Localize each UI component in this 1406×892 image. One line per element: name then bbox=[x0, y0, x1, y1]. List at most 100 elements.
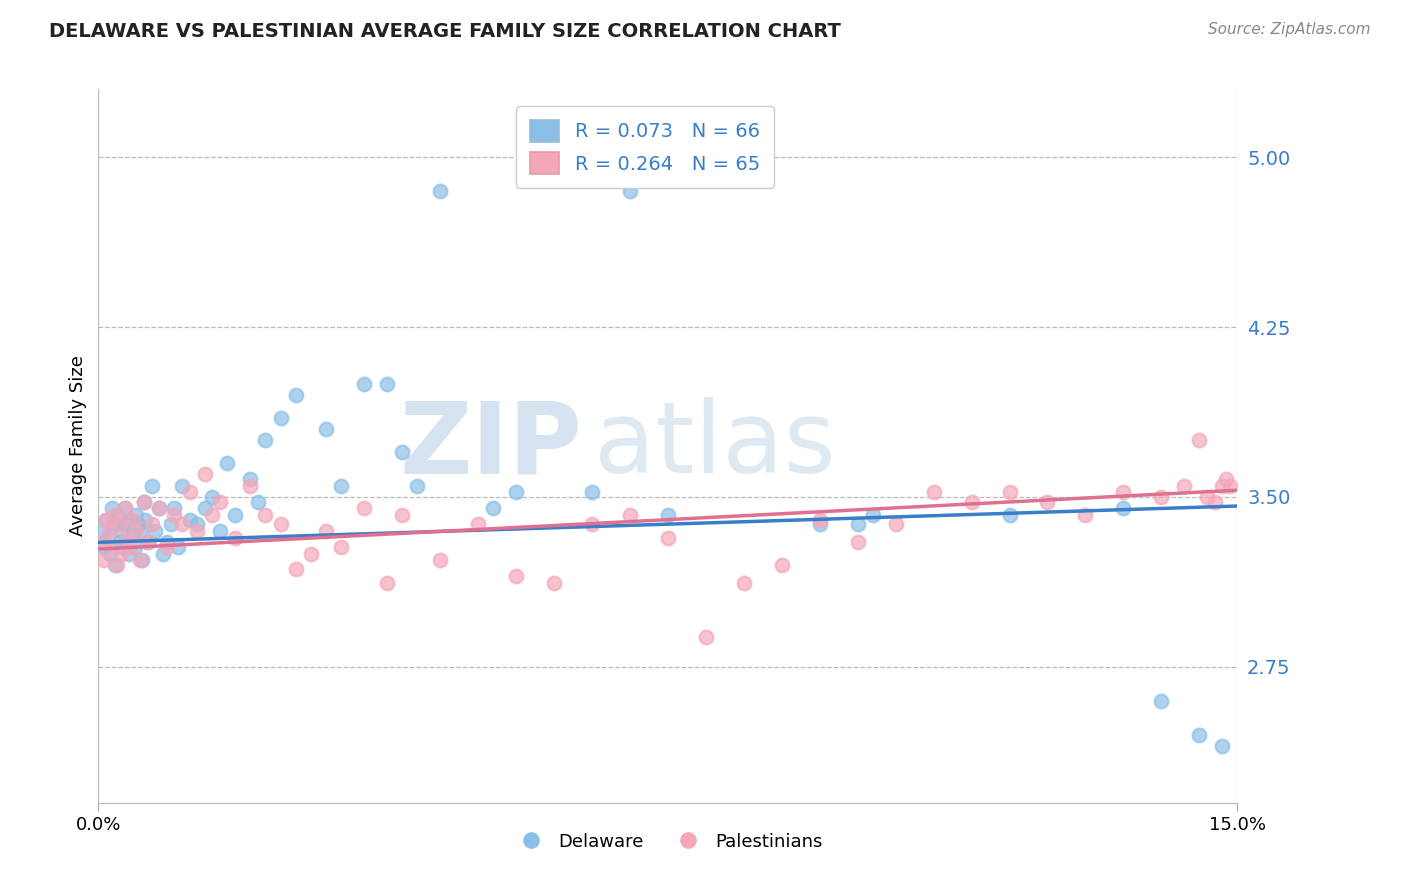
Point bbox=[110, 524, 132, 538]
Point bbox=[110, 547, 132, 561]
Point bbox=[695, 631, 717, 645]
Point bbox=[114, 501, 136, 516]
Point bbox=[581, 485, 603, 500]
Point bbox=[330, 540, 353, 554]
Point bbox=[808, 513, 831, 527]
Point bbox=[581, 517, 603, 532]
Point bbox=[156, 540, 179, 554]
Point bbox=[94, 513, 117, 527]
Point bbox=[121, 513, 143, 527]
Point bbox=[406, 478, 429, 492]
Point bbox=[619, 184, 641, 198]
Point bbox=[141, 478, 163, 492]
Point bbox=[330, 478, 353, 492]
Point bbox=[862, 508, 884, 522]
Point bbox=[179, 485, 201, 500]
Point bbox=[132, 494, 155, 508]
Point bbox=[315, 524, 337, 538]
Point bbox=[148, 501, 170, 516]
Point bbox=[246, 494, 269, 508]
Point bbox=[104, 558, 127, 572]
Point bbox=[846, 517, 869, 532]
Text: DELAWARE VS PALESTINIAN AVERAGE FAMILY SIZE CORRELATION CHART: DELAWARE VS PALESTINIAN AVERAGE FAMILY S… bbox=[49, 22, 841, 41]
Point bbox=[114, 501, 136, 516]
Point bbox=[167, 540, 190, 554]
Point bbox=[129, 553, 152, 567]
Point bbox=[141, 517, 163, 532]
Point bbox=[1219, 478, 1241, 492]
Point bbox=[270, 517, 292, 532]
Point bbox=[108, 517, 131, 532]
Point bbox=[391, 444, 413, 458]
Point bbox=[1112, 501, 1135, 516]
Point bbox=[657, 508, 679, 522]
Point bbox=[429, 553, 451, 567]
Point bbox=[884, 517, 907, 532]
Point bbox=[270, 410, 292, 425]
Point bbox=[201, 508, 224, 522]
Point bbox=[224, 508, 246, 522]
Point bbox=[145, 524, 167, 538]
Point bbox=[186, 517, 208, 532]
Point bbox=[120, 513, 142, 527]
Point bbox=[148, 501, 170, 516]
Point bbox=[224, 531, 246, 545]
Point bbox=[1215, 472, 1237, 486]
Point bbox=[315, 422, 337, 436]
Point bbox=[1188, 728, 1211, 742]
Point bbox=[94, 513, 117, 527]
Point bbox=[170, 517, 193, 532]
Point bbox=[239, 472, 262, 486]
Point bbox=[156, 535, 179, 549]
Point bbox=[101, 501, 124, 516]
Point bbox=[375, 576, 398, 591]
Point bbox=[129, 524, 152, 538]
Point bbox=[131, 553, 153, 567]
Point bbox=[284, 562, 307, 576]
Point bbox=[98, 524, 121, 538]
Point bbox=[1204, 494, 1226, 508]
Point bbox=[208, 524, 231, 538]
Y-axis label: Average Family Size: Average Family Size bbox=[69, 356, 87, 536]
Point bbox=[429, 184, 451, 198]
Point bbox=[170, 478, 193, 492]
Point bbox=[299, 547, 322, 561]
Point bbox=[101, 540, 124, 554]
Point bbox=[98, 547, 121, 561]
Point bbox=[1150, 694, 1173, 708]
Point bbox=[186, 524, 208, 538]
Point bbox=[998, 508, 1021, 522]
Point bbox=[103, 517, 125, 532]
Point bbox=[1173, 478, 1195, 492]
Point bbox=[93, 540, 115, 554]
Point bbox=[163, 501, 186, 516]
Point bbox=[1112, 485, 1135, 500]
Point bbox=[284, 388, 307, 402]
Point bbox=[159, 517, 181, 532]
Point bbox=[194, 501, 217, 516]
Point bbox=[208, 494, 231, 508]
Text: atlas: atlas bbox=[593, 398, 835, 494]
Point bbox=[733, 576, 755, 591]
Point bbox=[657, 531, 679, 545]
Point bbox=[217, 456, 239, 470]
Point bbox=[124, 540, 146, 554]
Point bbox=[960, 494, 983, 508]
Point bbox=[120, 540, 142, 554]
Point bbox=[96, 531, 118, 545]
Point bbox=[136, 535, 159, 549]
Point bbox=[163, 508, 186, 522]
Point bbox=[619, 508, 641, 522]
Point bbox=[808, 517, 831, 532]
Point bbox=[254, 508, 277, 522]
Point bbox=[136, 535, 159, 549]
Point bbox=[107, 508, 129, 522]
Point bbox=[194, 467, 217, 482]
Point bbox=[1074, 508, 1097, 522]
Point bbox=[239, 478, 262, 492]
Point bbox=[467, 517, 489, 532]
Point bbox=[1188, 434, 1211, 448]
Point bbox=[1195, 490, 1218, 504]
Point bbox=[132, 494, 155, 508]
Point bbox=[152, 547, 174, 561]
